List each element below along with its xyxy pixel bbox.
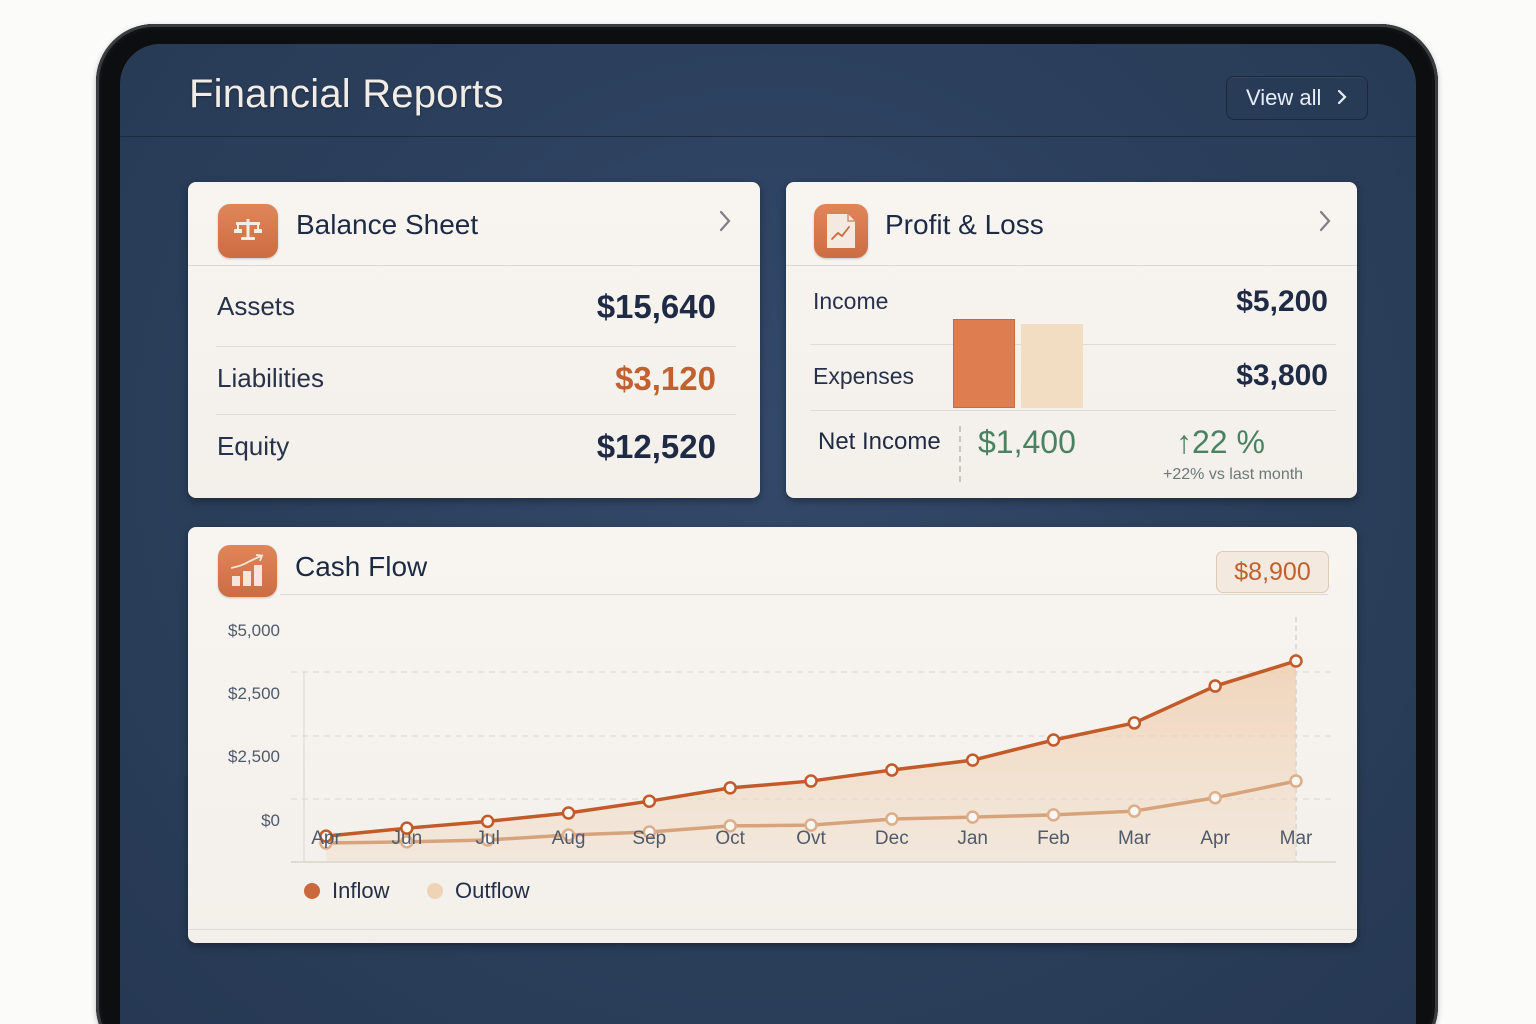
x-tick: Mar: [1117, 828, 1151, 849]
net-income-label: Net Income: [818, 428, 941, 455]
profit-loss-title: Profit & Loss: [885, 209, 1044, 240]
scale-icon: [218, 204, 278, 258]
expenses-value: $3,800: [1236, 359, 1328, 392]
data-point[interactable]: [480, 814, 495, 829]
view-all-label: View all: [1246, 85, 1322, 110]
change-note: +22% vs last month: [1163, 466, 1304, 483]
data-point[interactable]: [400, 835, 414, 849]
x-tick: Mar: [1279, 828, 1313, 849]
profit-loss-header[interactable]: Profit & Loss: [786, 182, 1357, 266]
legend-outflow-label: Outflow: [455, 878, 530, 903]
balance-row-equity: Equity $12,520: [217, 418, 737, 486]
view-all-button[interactable]: View all: [1226, 76, 1368, 120]
divider: [280, 594, 1328, 595]
data-point[interactable]: [480, 833, 495, 847]
data-point[interactable]: [885, 812, 899, 826]
divider: [188, 929, 1357, 930]
top-bar: Financial Reports View all: [120, 44, 1416, 137]
data-point[interactable]: [965, 753, 980, 767]
bar-growth-icon: [218, 545, 277, 597]
app-screen: Financial Reports View all Bala: [120, 44, 1416, 1024]
x-tick: Sep: [632, 828, 667, 849]
data-point[interactable]: [642, 794, 657, 808]
cash-flow-header: Cash Flow: [188, 527, 1357, 597]
cash-flow-title: Cash Flow: [295, 551, 428, 582]
inflow-swatch: [304, 883, 320, 899]
divider-dashed: [959, 426, 961, 482]
x-tick: Apr: [311, 828, 341, 849]
legend-inflow[interactable]: Inflow: [304, 878, 389, 904]
cash-flow-total-badge: $8,900: [1216, 551, 1329, 593]
data-point[interactable]: [885, 763, 899, 777]
x-tick: Jul: [475, 828, 500, 849]
x-tick: Oct: [715, 828, 745, 849]
equity-label: Equity: [217, 431, 290, 461]
equity-value: $12,520: [596, 428, 716, 465]
change-percent: 22 %: [1192, 424, 1265, 460]
data-point[interactable]: [723, 781, 737, 795]
x-tick: Feb: [1037, 828, 1070, 849]
report-chart-icon: [814, 204, 868, 258]
y-tick: $2,500: [228, 747, 280, 766]
liabilities-value: $3,120: [615, 360, 716, 397]
expenses-bar: [1021, 324, 1083, 408]
legend-outflow[interactable]: Outflow: [427, 878, 530, 904]
data-point[interactable]: [1208, 791, 1222, 805]
profit-loss-card[interactable]: Profit & Loss Income $5,200 Expenses $3,…: [786, 182, 1357, 498]
data-point[interactable]: [1127, 804, 1142, 818]
y-tick: $2,500: [228, 684, 280, 703]
liabilities-label: Liabilities: [217, 363, 324, 393]
x-tick: Ovt: [796, 828, 826, 849]
outflow-swatch: [427, 883, 443, 899]
data-point[interactable]: [723, 819, 737, 833]
arrow-up-icon: ↑: [1176, 424, 1192, 460]
x-tick: Dec: [874, 828, 909, 849]
y-tick: $5,000: [228, 621, 280, 640]
balance-row-liabilities: Liabilities $3,120: [217, 350, 737, 418]
data-point[interactable]: [804, 774, 818, 788]
balance-row-assets: Assets $15,640: [217, 278, 737, 346]
balance-sheet-header[interactable]: Balance Sheet: [188, 182, 760, 266]
data-point[interactable]: [965, 810, 980, 824]
x-tick: Aug: [551, 828, 586, 849]
divider: [810, 410, 1336, 411]
balance-sheet-card[interactable]: Balance Sheet Assets $15,640 Liabilities…: [188, 182, 760, 498]
x-tick: Jan: [957, 828, 988, 849]
cash-flow-card[interactable]: Cash Flow $8,900 $5,000 $2,500 $2,500 $0…: [188, 527, 1357, 943]
data-point[interactable]: [561, 806, 576, 820]
data-point[interactable]: [561, 828, 576, 842]
data-point[interactable]: [400, 821, 414, 835]
page-title: Financial Reports: [189, 72, 504, 116]
balance-sheet-title: Balance Sheet: [296, 209, 479, 240]
data-point[interactable]: [1046, 808, 1061, 822]
data-point[interactable]: [1046, 733, 1061, 747]
divider: [216, 414, 736, 415]
cash-flow-chart: [291, 617, 1336, 863]
x-tick: Jun: [391, 828, 423, 849]
income-bar: [953, 319, 1015, 408]
data-point[interactable]: [804, 818, 818, 832]
data-point[interactable]: [1127, 716, 1142, 730]
expenses-label: Expenses: [813, 363, 915, 389]
x-tick: Apr: [1200, 828, 1230, 849]
data-point[interactable]: [1289, 774, 1303, 788]
data-point[interactable]: [1208, 679, 1222, 693]
assets-value: $15,640: [596, 288, 716, 325]
y-tick: $0: [261, 811, 280, 830]
assets-label: Assets: [217, 291, 296, 321]
income-value: $5,200: [1236, 285, 1328, 318]
income-label: Income: [813, 288, 889, 314]
legend-inflow-label: Inflow: [332, 878, 390, 903]
change-indicator: ↑22 %: [1176, 424, 1265, 461]
net-income-value: $1,400: [978, 424, 1076, 460]
data-point[interactable]: [642, 825, 657, 839]
data-point[interactable]: [1289, 654, 1303, 668]
data-point[interactable]: [319, 829, 333, 843]
chevron-right-icon: [1337, 85, 1347, 111]
divider: [216, 346, 736, 347]
